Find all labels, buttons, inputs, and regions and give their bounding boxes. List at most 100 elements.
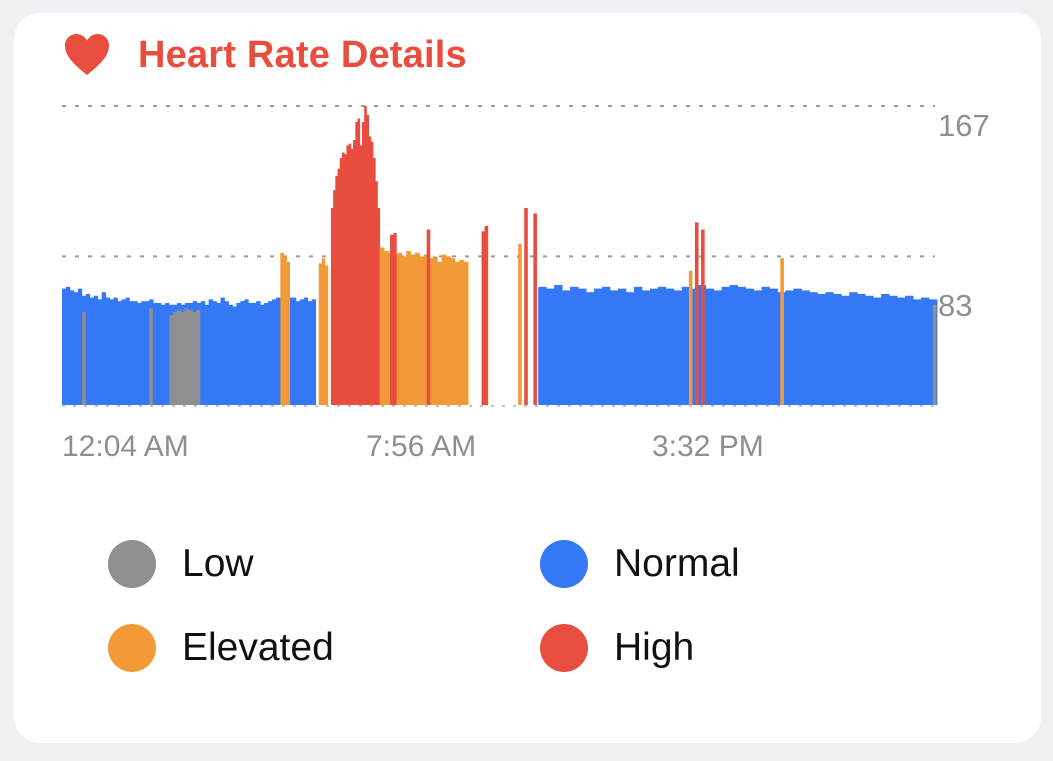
bar-high <box>359 145 363 405</box>
chart-axis-labels: 167 83 12:04 AM 7:56 AM 3:32 PM <box>62 108 990 463</box>
bar-high <box>481 231 486 405</box>
bar-normal <box>141 301 146 405</box>
bar-normal <box>586 292 595 405</box>
bar-high <box>348 143 352 405</box>
bar-normal <box>809 292 818 405</box>
bar-normal <box>117 301 122 405</box>
legend-item-elevated: Elevated <box>108 624 334 672</box>
bar-normal <box>729 285 739 405</box>
legend-dot-low <box>108 540 156 588</box>
bar-normal <box>62 288 67 405</box>
bar-normal <box>291 297 297 405</box>
bar-normal <box>65 286 71 405</box>
bar-normal <box>554 285 563 405</box>
bar-normal <box>264 302 269 405</box>
bar-normal <box>73 292 79 405</box>
bar-normal <box>69 290 75 405</box>
bar-normal <box>93 295 99 405</box>
bar-normal <box>161 304 166 405</box>
bar-elevated <box>415 252 420 405</box>
bar-normal <box>228 304 233 405</box>
legend-label-elevated: Elevated <box>182 626 334 669</box>
bar-normal <box>109 299 114 405</box>
bar-elevated <box>450 258 456 405</box>
bar-normal <box>145 301 150 405</box>
bar-normal <box>625 292 635 405</box>
legend-label-high: High <box>614 626 695 669</box>
bar-low <box>173 311 178 405</box>
bar-normal <box>101 292 106 405</box>
bar-normal <box>665 288 675 405</box>
bar-high <box>339 157 343 405</box>
bar-high <box>364 106 367 405</box>
x-tick-label: 12:04 AM <box>62 430 189 463</box>
bar-elevated <box>428 258 434 405</box>
bar-normal <box>594 288 603 405</box>
bar-normal <box>753 290 762 405</box>
bar-normal <box>240 301 245 405</box>
x-tick-label: 7:56 AM <box>366 430 476 463</box>
bar-normal <box>153 302 158 405</box>
bar-normal <box>817 293 826 405</box>
bar-normal <box>865 295 874 405</box>
bar-high <box>377 208 381 405</box>
y-tick-label: 167 <box>938 108 990 143</box>
legend-item-low: Low <box>108 540 254 588</box>
bar-low <box>82 311 86 405</box>
bar-normal <box>689 288 699 405</box>
bar-elevated <box>410 254 416 405</box>
bar-high <box>366 114 369 405</box>
bar-normal <box>77 288 83 405</box>
bar-elevated <box>379 247 385 405</box>
bar-normal <box>713 290 723 405</box>
bar-elevated <box>280 252 284 405</box>
legend-dot-elevated <box>108 624 156 672</box>
bar-high <box>426 229 431 405</box>
bar-high <box>701 229 705 405</box>
bar-high <box>346 145 350 405</box>
bar-high <box>330 208 334 405</box>
bar-low <box>195 310 201 405</box>
legend-item-normal: Normal <box>540 540 740 588</box>
bar-normal <box>133 301 138 405</box>
bar-normal <box>546 288 555 405</box>
legend-dot-high <box>540 624 588 672</box>
bar-elevated <box>397 252 403 405</box>
bar-elevated <box>401 256 407 405</box>
bar-normal <box>905 295 914 405</box>
bar-elevated <box>318 263 323 405</box>
bar-normal <box>97 299 103 405</box>
bar-high <box>484 225 489 405</box>
bar-high <box>375 181 378 405</box>
legend-label-normal: Normal <box>614 542 740 585</box>
bar-elevated <box>321 258 326 405</box>
bar-normal <box>681 286 691 405</box>
bar-normal <box>105 297 110 405</box>
bar-normal <box>303 297 309 405</box>
bar-normal <box>897 297 906 405</box>
bar-low <box>149 308 153 405</box>
bar-normal <box>769 288 778 405</box>
bar-low <box>188 310 193 405</box>
bar-normal <box>833 293 842 405</box>
bar-high <box>524 208 528 405</box>
card-title: Heart Rate Details <box>138 33 467 76</box>
bar-elevated <box>454 261 460 405</box>
bar-low <box>184 308 189 405</box>
bar-high <box>341 152 345 405</box>
bar-normal <box>610 290 619 405</box>
bar-high <box>350 148 354 405</box>
legend-item-high: High <box>540 624 694 672</box>
bar-normal <box>737 286 746 405</box>
bar-normal <box>825 292 834 405</box>
bar-normal <box>617 288 627 405</box>
chart-legend: Low Normal Elevated High <box>108 540 868 690</box>
bar-high <box>370 141 374 405</box>
bar-high <box>368 136 372 405</box>
bar-normal <box>236 302 241 405</box>
y-tick-label: 83 <box>938 288 972 323</box>
bar-elevated <box>441 254 447 405</box>
bar-normal <box>311 299 317 405</box>
bar-elevated <box>423 254 429 405</box>
bar-normal <box>272 299 277 405</box>
